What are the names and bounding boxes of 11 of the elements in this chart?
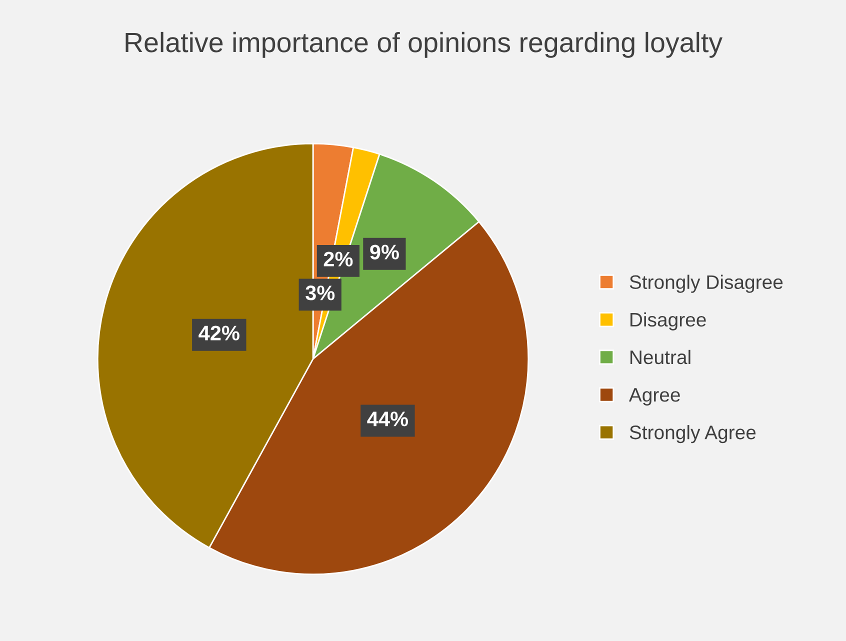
data-label: 2% — [324, 252, 353, 266]
data-label: 42% — [198, 326, 240, 340]
data-label: 3% — [306, 286, 335, 300]
chart-title: Relative importance of opinions regarding loyalty — [126, 32, 723, 58]
legend-label: Agree — [628, 388, 680, 406]
data-label: 44% — [367, 412, 408, 426]
legend-label: Disagree — [630, 312, 706, 330]
legend-label: Strongly Agree — [630, 425, 756, 444]
legend-label: Strongly Disagree — [630, 274, 783, 293]
legend-label: Neutral — [630, 350, 690, 364]
data-label: 9% — [370, 244, 399, 260]
